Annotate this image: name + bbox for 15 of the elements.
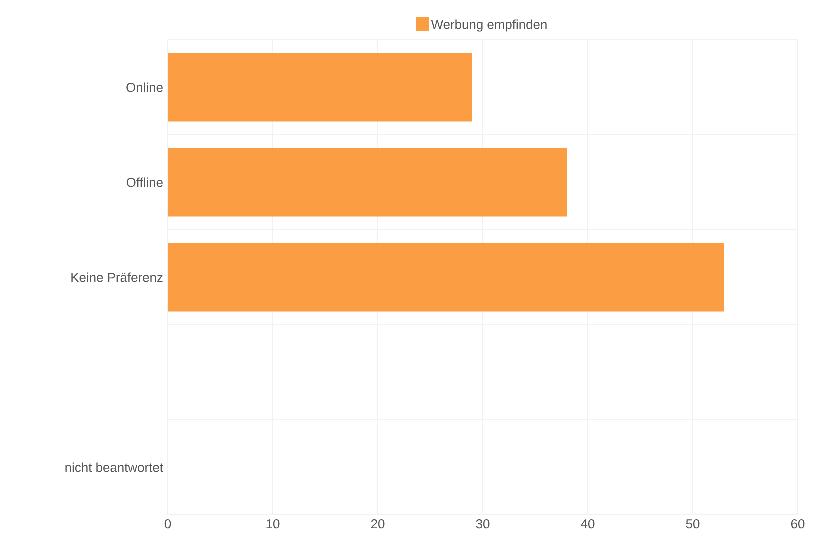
y-tick-label: nicht beantwortet [66,462,164,472]
bar [168,243,724,312]
bar [168,148,568,217]
y-tick-label: Online [126,82,163,92]
bar [168,53,473,122]
y-tick-label: Offline [126,178,163,188]
x-tick-label: 40 [581,520,595,529]
y-tick-label: Keine Präferenz [72,272,163,282]
x-tick-label: 60 [791,520,805,529]
x-tick-label: 30 [476,520,490,529]
x-tick-label: 0 [164,520,172,529]
legend-label: Werbung empfinden [431,20,547,32]
x-tick-label: 10 [266,520,280,529]
x-tick-label: 50 [686,520,700,529]
x-tick-label: 20 [371,520,385,529]
